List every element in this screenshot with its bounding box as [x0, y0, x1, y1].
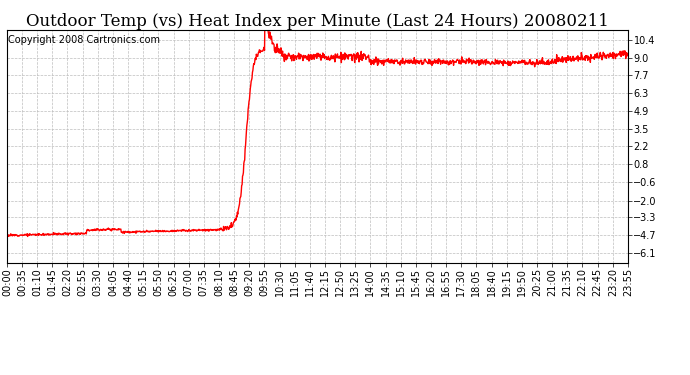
Title: Outdoor Temp (vs) Heat Index per Minute (Last 24 Hours) 20080211: Outdoor Temp (vs) Heat Index per Minute … — [26, 13, 609, 30]
Text: Copyright 2008 Cartronics.com: Copyright 2008 Cartronics.com — [8, 34, 160, 45]
